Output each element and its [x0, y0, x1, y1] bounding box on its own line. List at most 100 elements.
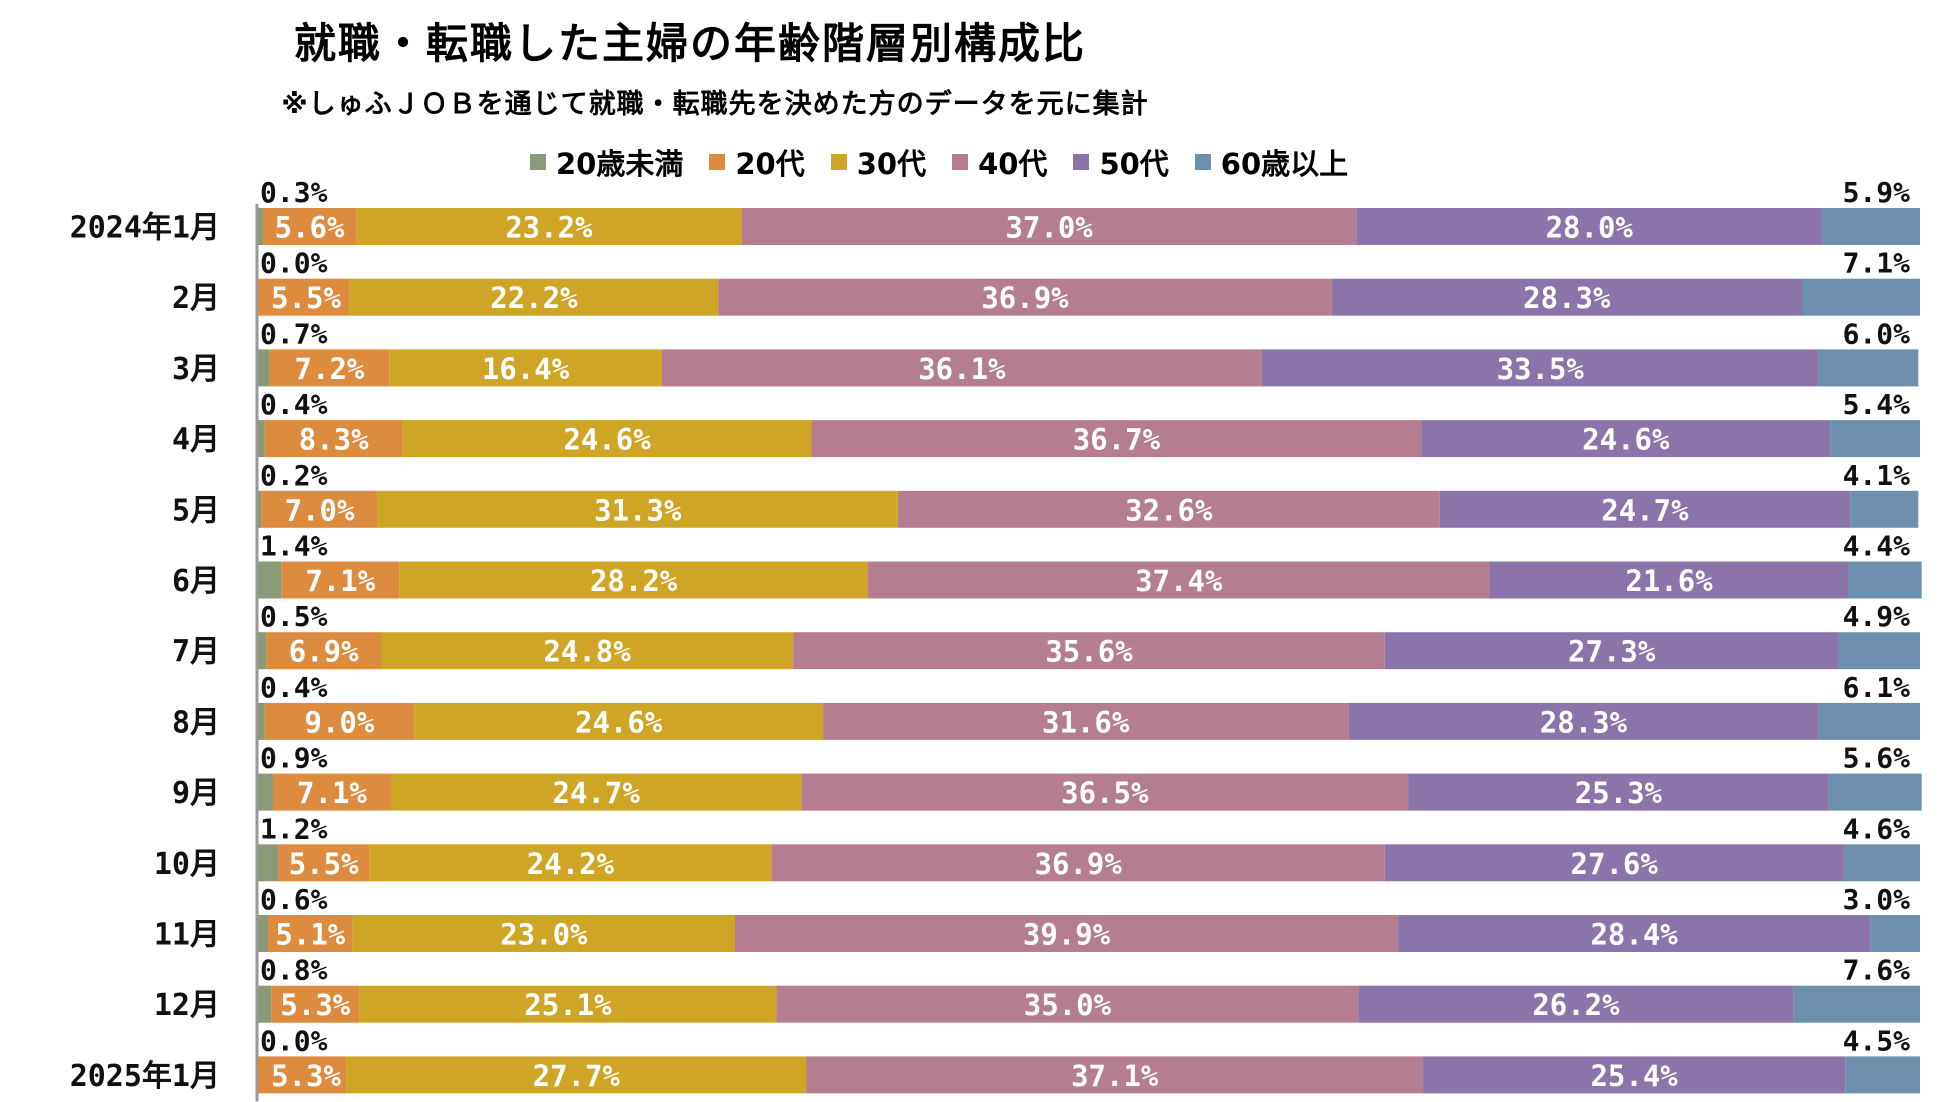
bar-segment — [897, 490, 1440, 528]
bar-segment — [1830, 420, 1920, 458]
data-label: 24.6% — [1582, 423, 1670, 457]
bar-segment — [718, 278, 1332, 316]
legend-item: 30代 — [830, 141, 927, 183]
data-label: 24.2% — [527, 847, 615, 881]
bar-segment — [258, 349, 270, 387]
data-label: 6.1% — [1843, 671, 1911, 704]
bar-segment — [661, 349, 1262, 387]
bar-segment — [281, 561, 400, 599]
bar-segment — [399, 561, 868, 599]
data-label: 0.9% — [260, 742, 328, 775]
bar-segment — [414, 702, 824, 740]
bar-segment — [1845, 1056, 1920, 1094]
legend-swatch — [830, 154, 847, 170]
category-label: 9月 — [172, 776, 220, 811]
bar-segment — [258, 844, 278, 882]
bar-segment — [1801, 278, 1920, 316]
bar-segment — [1384, 632, 1839, 670]
data-label: 28.2% — [590, 564, 678, 598]
legend: 20歳未満 20代 30代 40代 50代 60歳以上 — [530, 140, 1374, 184]
bar-segment — [377, 490, 898, 528]
data-label: 1.4% — [260, 530, 328, 563]
bar-segment — [1848, 561, 1922, 599]
bar-segment — [277, 844, 370, 882]
bar-segment — [741, 208, 1357, 245]
data-label: 5.6% — [1843, 742, 1911, 775]
data-label: 33.5% — [1497, 352, 1585, 386]
bar-segment — [266, 632, 381, 670]
data-label: 0.4% — [260, 388, 328, 421]
data-label: 7.1% — [1843, 247, 1911, 280]
bar-segment — [258, 773, 273, 811]
data-label: 26.2% — [1532, 988, 1620, 1022]
bar-segment — [801, 773, 1409, 811]
data-label: 4.5% — [1843, 1024, 1911, 1057]
category-label: 2025年1月 — [70, 1059, 220, 1094]
legend-swatch — [709, 154, 726, 170]
data-label: 25.3% — [1575, 776, 1663, 810]
legend-label: 30代 — [856, 147, 927, 181]
bar-segment — [258, 420, 265, 458]
data-label: 24.7% — [553, 776, 641, 810]
data-label: 24.6% — [563, 423, 651, 457]
data-label: 27.6% — [1571, 847, 1659, 881]
data-label: 7.1% — [305, 564, 375, 598]
legend-label: 40代 — [978, 147, 1048, 181]
data-label: 5.6% — [275, 211, 345, 245]
category-label: 8月 — [172, 705, 220, 740]
bar-segment — [1384, 844, 1844, 882]
data-label: 23.0% — [500, 918, 588, 952]
category-label: 3月 — [172, 352, 220, 387]
bar-segment — [823, 702, 1349, 740]
legend-item: 20歳未満 — [530, 141, 683, 183]
data-label: 5.5% — [289, 847, 359, 881]
data-label: 28.3% — [1540, 705, 1628, 739]
category-label: 2024年1月 — [70, 211, 220, 246]
data-label: 36.1% — [918, 352, 1006, 386]
chart-subtitle: ※しゅふＪＯＢを通じて就職・転職先を決めた方のデータを元に集計 — [281, 89, 1149, 120]
data-label: 31.3% — [594, 493, 682, 527]
bar-segment — [793, 632, 1385, 670]
data-label: 7.6% — [1843, 954, 1911, 987]
bar-segment — [389, 349, 662, 387]
bar-segment — [380, 632, 794, 670]
bar-segment — [258, 278, 350, 316]
data-label: 0.4% — [260, 671, 328, 704]
data-label: 7.1% — [297, 776, 367, 810]
data-label: 9.0% — [305, 705, 375, 739]
bar-segment — [771, 844, 1385, 882]
data-label: 28.3% — [1523, 281, 1611, 315]
category-label: 12月 — [154, 988, 220, 1023]
data-label: 4.6% — [1843, 812, 1911, 845]
bar-segment — [346, 1056, 807, 1094]
legend-swatch — [1194, 154, 1211, 170]
bar-segment — [402, 420, 812, 458]
data-label: 28.0% — [1546, 211, 1634, 245]
data-label: 5.1% — [275, 918, 345, 952]
data-label: 0.2% — [260, 459, 328, 492]
data-label: 5.4% — [1843, 388, 1911, 421]
legend-label: 60歳以上 — [1220, 147, 1349, 181]
data-label: 7.2% — [295, 352, 365, 386]
data-label: 31.6% — [1042, 705, 1130, 739]
bar-segment — [258, 490, 262, 528]
bar-segment — [1818, 349, 1919, 387]
bar-segment — [734, 915, 1399, 952]
data-label: 37.1% — [1071, 1059, 1159, 1093]
bar-segment — [1358, 985, 1794, 1023]
legend-item: 60歳以上 — [1194, 141, 1349, 183]
bar-segment — [1850, 490, 1919, 528]
bar-segment — [1421, 420, 1831, 458]
data-label: 1.2% — [260, 812, 328, 845]
data-label: 7.0% — [285, 493, 355, 527]
data-label: 24.8% — [543, 635, 631, 669]
bar-segment — [269, 349, 390, 387]
data-label: 0.0% — [260, 247, 328, 280]
bar-segment — [356, 208, 742, 245]
data-label: 5.5% — [271, 281, 341, 315]
data-label: 5.3% — [271, 1059, 341, 1093]
data-label: 36.7% — [1073, 423, 1161, 457]
category-label: 2月 — [172, 281, 220, 316]
bar-segment — [258, 632, 267, 670]
